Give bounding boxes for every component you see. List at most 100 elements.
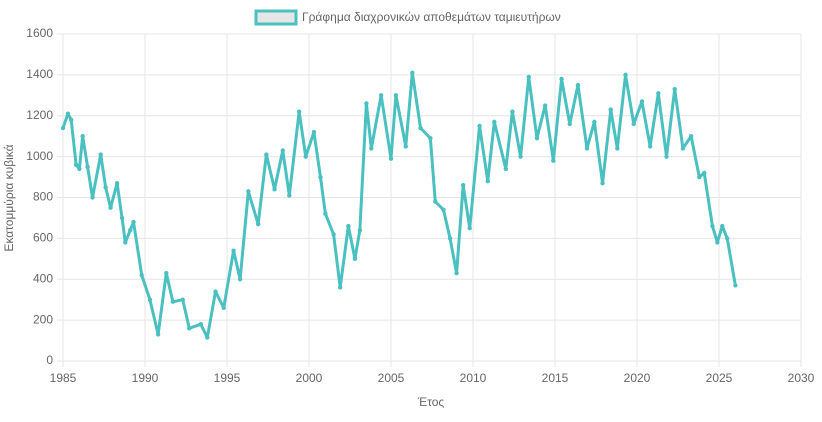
- data-point: [323, 211, 328, 217]
- data-point: [492, 119, 497, 125]
- x-tick-label: 1990: [132, 371, 159, 385]
- x-tick-label: 2015: [542, 371, 569, 385]
- data-point: [639, 99, 645, 104]
- data-point: [433, 199, 438, 204]
- data-point: [542, 103, 548, 108]
- data-point: [697, 174, 702, 180]
- data-point: [128, 228, 133, 233]
- data-point: [318, 174, 323, 180]
- data-point: [725, 236, 730, 241]
- y-axis-title: Εκατομμύρια κυβικά: [2, 144, 16, 251]
- data-point: [237, 277, 243, 282]
- data-point: [170, 299, 176, 304]
- data-point: [213, 289, 218, 294]
- data-point: [460, 183, 466, 188]
- data-point: [287, 193, 292, 198]
- legend-swatch[interactable]: [254, 9, 298, 26]
- data-point: [296, 109, 302, 114]
- legend-label[interactable]: Γράφημα διαχρονικών αποθεμάτων ταμιευτήρ…: [302, 10, 561, 24]
- y-tick-label: 1000: [26, 149, 53, 163]
- x-axis-title: Έτος: [417, 395, 445, 409]
- data-point: [198, 322, 203, 327]
- data-point: [592, 119, 597, 125]
- data-point: [688, 133, 694, 139]
- data-point: [187, 326, 192, 331]
- data-point: [80, 133, 85, 139]
- data-point: [69, 117, 74, 123]
- data-point: [369, 146, 374, 151]
- data-line: [61, 71, 737, 339]
- y-tick-label: 600: [33, 231, 53, 245]
- data-point: [98, 152, 103, 157]
- data-point: [631, 121, 636, 127]
- data-point: [303, 154, 308, 159]
- x-tick-label: 2005: [378, 371, 405, 385]
- data-point: [567, 121, 572, 127]
- data-point: [647, 144, 653, 149]
- data-point: [526, 74, 531, 80]
- data-point: [467, 225, 472, 231]
- data-point: [477, 123, 482, 129]
- x-tick-label: 2020: [624, 371, 651, 385]
- data-point: [85, 164, 90, 170]
- data-point: [164, 270, 169, 276]
- data-point: [710, 223, 715, 229]
- data-point: [485, 178, 490, 184]
- data-point: [147, 297, 153, 302]
- data-point: [264, 152, 269, 157]
- data-point: [60, 125, 66, 131]
- data-point: [575, 82, 581, 88]
- x-tick-label: 2030: [788, 371, 815, 385]
- x-tick-label: 2010: [460, 371, 487, 385]
- data-point: [180, 297, 185, 302]
- data-point: [715, 240, 720, 245]
- data-point: [534, 136, 540, 141]
- data-point: [510, 109, 515, 114]
- data-point: [155, 332, 161, 337]
- data-point: [65, 111, 71, 116]
- data-point: [205, 335, 210, 340]
- data-point: [331, 232, 336, 237]
- data-point: [447, 236, 453, 241]
- data-point: [454, 270, 459, 276]
- data-point: [231, 248, 236, 253]
- x-tick-label: 1985: [50, 371, 77, 385]
- x-tick-label: 2025: [706, 371, 733, 385]
- data-point: [364, 101, 369, 106]
- y-tick-label: 1600: [26, 26, 53, 40]
- data-point: [346, 223, 351, 229]
- data-point: [503, 166, 508, 172]
- data-point: [733, 283, 738, 288]
- data-point: [280, 148, 285, 153]
- data-point: [108, 205, 113, 210]
- y-tick-label: 1400: [26, 67, 53, 81]
- y-tick-label: 200: [33, 312, 53, 326]
- data-point: [378, 93, 384, 98]
- data-point: [656, 91, 661, 96]
- data-point: [246, 189, 251, 194]
- data-point: [680, 146, 686, 151]
- data-point: [623, 72, 628, 78]
- y-tick-label: 1200: [26, 108, 53, 122]
- y-tick-label: 800: [33, 190, 53, 204]
- x-tick-label: 1995: [214, 371, 241, 385]
- x-tick-label: 2000: [296, 371, 323, 385]
- y-tick-label: 0: [46, 353, 53, 367]
- data-point: [702, 170, 707, 176]
- data-point: [393, 93, 399, 98]
- data-point: [418, 125, 423, 131]
- data-point: [441, 207, 446, 212]
- data-point: [352, 256, 358, 262]
- data-point: [255, 221, 261, 227]
- data-point: [139, 272, 144, 278]
- data-point: [672, 86, 677, 92]
- data-point: [410, 70, 415, 76]
- data-point: [608, 107, 613, 112]
- data-point: [720, 223, 725, 229]
- data-point: [103, 185, 108, 190]
- data-point: [428, 136, 433, 141]
- data-point: [337, 285, 343, 290]
- data-point: [584, 146, 590, 151]
- data-point: [311, 129, 317, 135]
